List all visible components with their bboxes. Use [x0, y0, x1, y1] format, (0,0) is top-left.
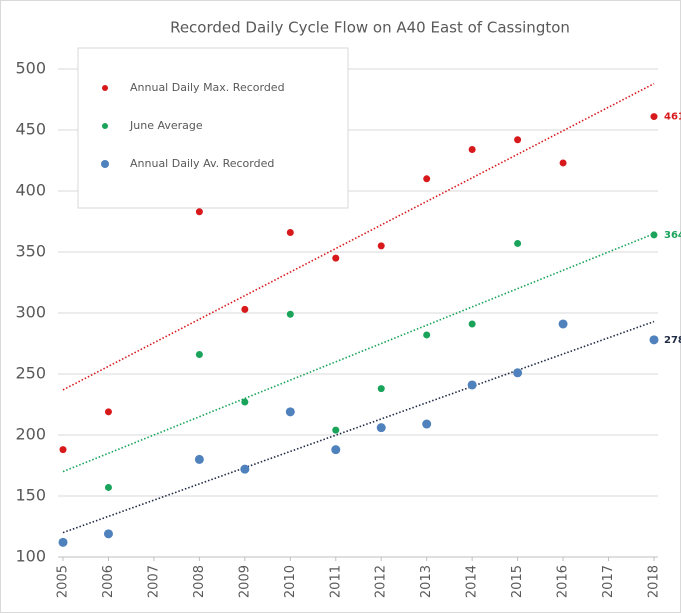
point [332, 254, 340, 262]
y-tick-label: 400 [15, 181, 46, 200]
point [195, 208, 203, 216]
point [423, 331, 431, 339]
point [103, 529, 113, 539]
x-tick-label: 2007 [146, 565, 161, 598]
x-tick-label: 2011 [328, 565, 343, 598]
x-tick-label: 2016 [556, 565, 571, 598]
point [377, 242, 385, 250]
y-tick-label: 250 [15, 364, 46, 383]
point [104, 483, 112, 491]
legend-label: Annual Daily Av. Recorded [130, 157, 274, 170]
point [649, 335, 659, 345]
point [422, 419, 432, 429]
point [195, 350, 203, 358]
point [376, 423, 386, 433]
legend-label: June Average [129, 119, 203, 132]
trendline [62, 232, 655, 473]
legend-marker [102, 85, 108, 91]
point [285, 407, 295, 417]
point [514, 136, 522, 144]
point [241, 305, 249, 313]
legend-box [77, 47, 349, 209]
point [331, 445, 341, 455]
point [468, 320, 476, 328]
y-tick-label: 450 [15, 120, 46, 139]
point [240, 464, 250, 474]
x-tick-label: 2006 [101, 565, 116, 598]
legend-marker [101, 160, 109, 168]
trendline [62, 320, 655, 534]
data-label: 461 [664, 112, 681, 123]
point [467, 380, 477, 390]
point [59, 446, 67, 454]
point [558, 319, 568, 329]
point [104, 408, 112, 416]
x-tick-label: 2014 [465, 565, 480, 598]
y-tick-label: 350 [15, 242, 46, 261]
point [377, 385, 385, 393]
y-tick-label: 100 [15, 547, 46, 566]
point [513, 368, 523, 378]
point [650, 113, 658, 121]
data-label: 364 [664, 230, 681, 241]
x-tick-label: 2012 [374, 565, 389, 598]
x-tick-label: 2015 [510, 565, 525, 598]
y-tick-label: 200 [15, 425, 46, 444]
point [514, 239, 522, 247]
data-label: 278 [664, 335, 681, 346]
x-tick-label: 2018 [647, 565, 662, 598]
y-tick-label: 300 [15, 303, 46, 322]
x-tick-label: 2017 [601, 565, 616, 598]
chart-title: Recorded Daily Cycle Flow on A40 East of… [170, 19, 570, 37]
legend-label: Annual Daily Max. Recorded [130, 81, 285, 94]
y-tick-label: 500 [15, 59, 46, 78]
point [423, 175, 431, 183]
point [241, 398, 249, 406]
x-tick-label: 2008 [192, 565, 207, 598]
point [650, 231, 658, 239]
x-tick-label: 2013 [419, 565, 434, 598]
point [194, 454, 204, 464]
point [468, 146, 476, 154]
point [286, 228, 294, 236]
x-tick-label: 2010 [283, 565, 298, 598]
point [332, 426, 340, 434]
legend-marker [102, 123, 108, 129]
x-tick-label: 2005 [56, 565, 71, 598]
point [286, 310, 294, 318]
trendline [62, 82, 655, 391]
x-tick-label: 2009 [237, 565, 252, 598]
point [559, 159, 567, 167]
y-tick-label: 150 [15, 486, 46, 505]
point [58, 537, 68, 547]
